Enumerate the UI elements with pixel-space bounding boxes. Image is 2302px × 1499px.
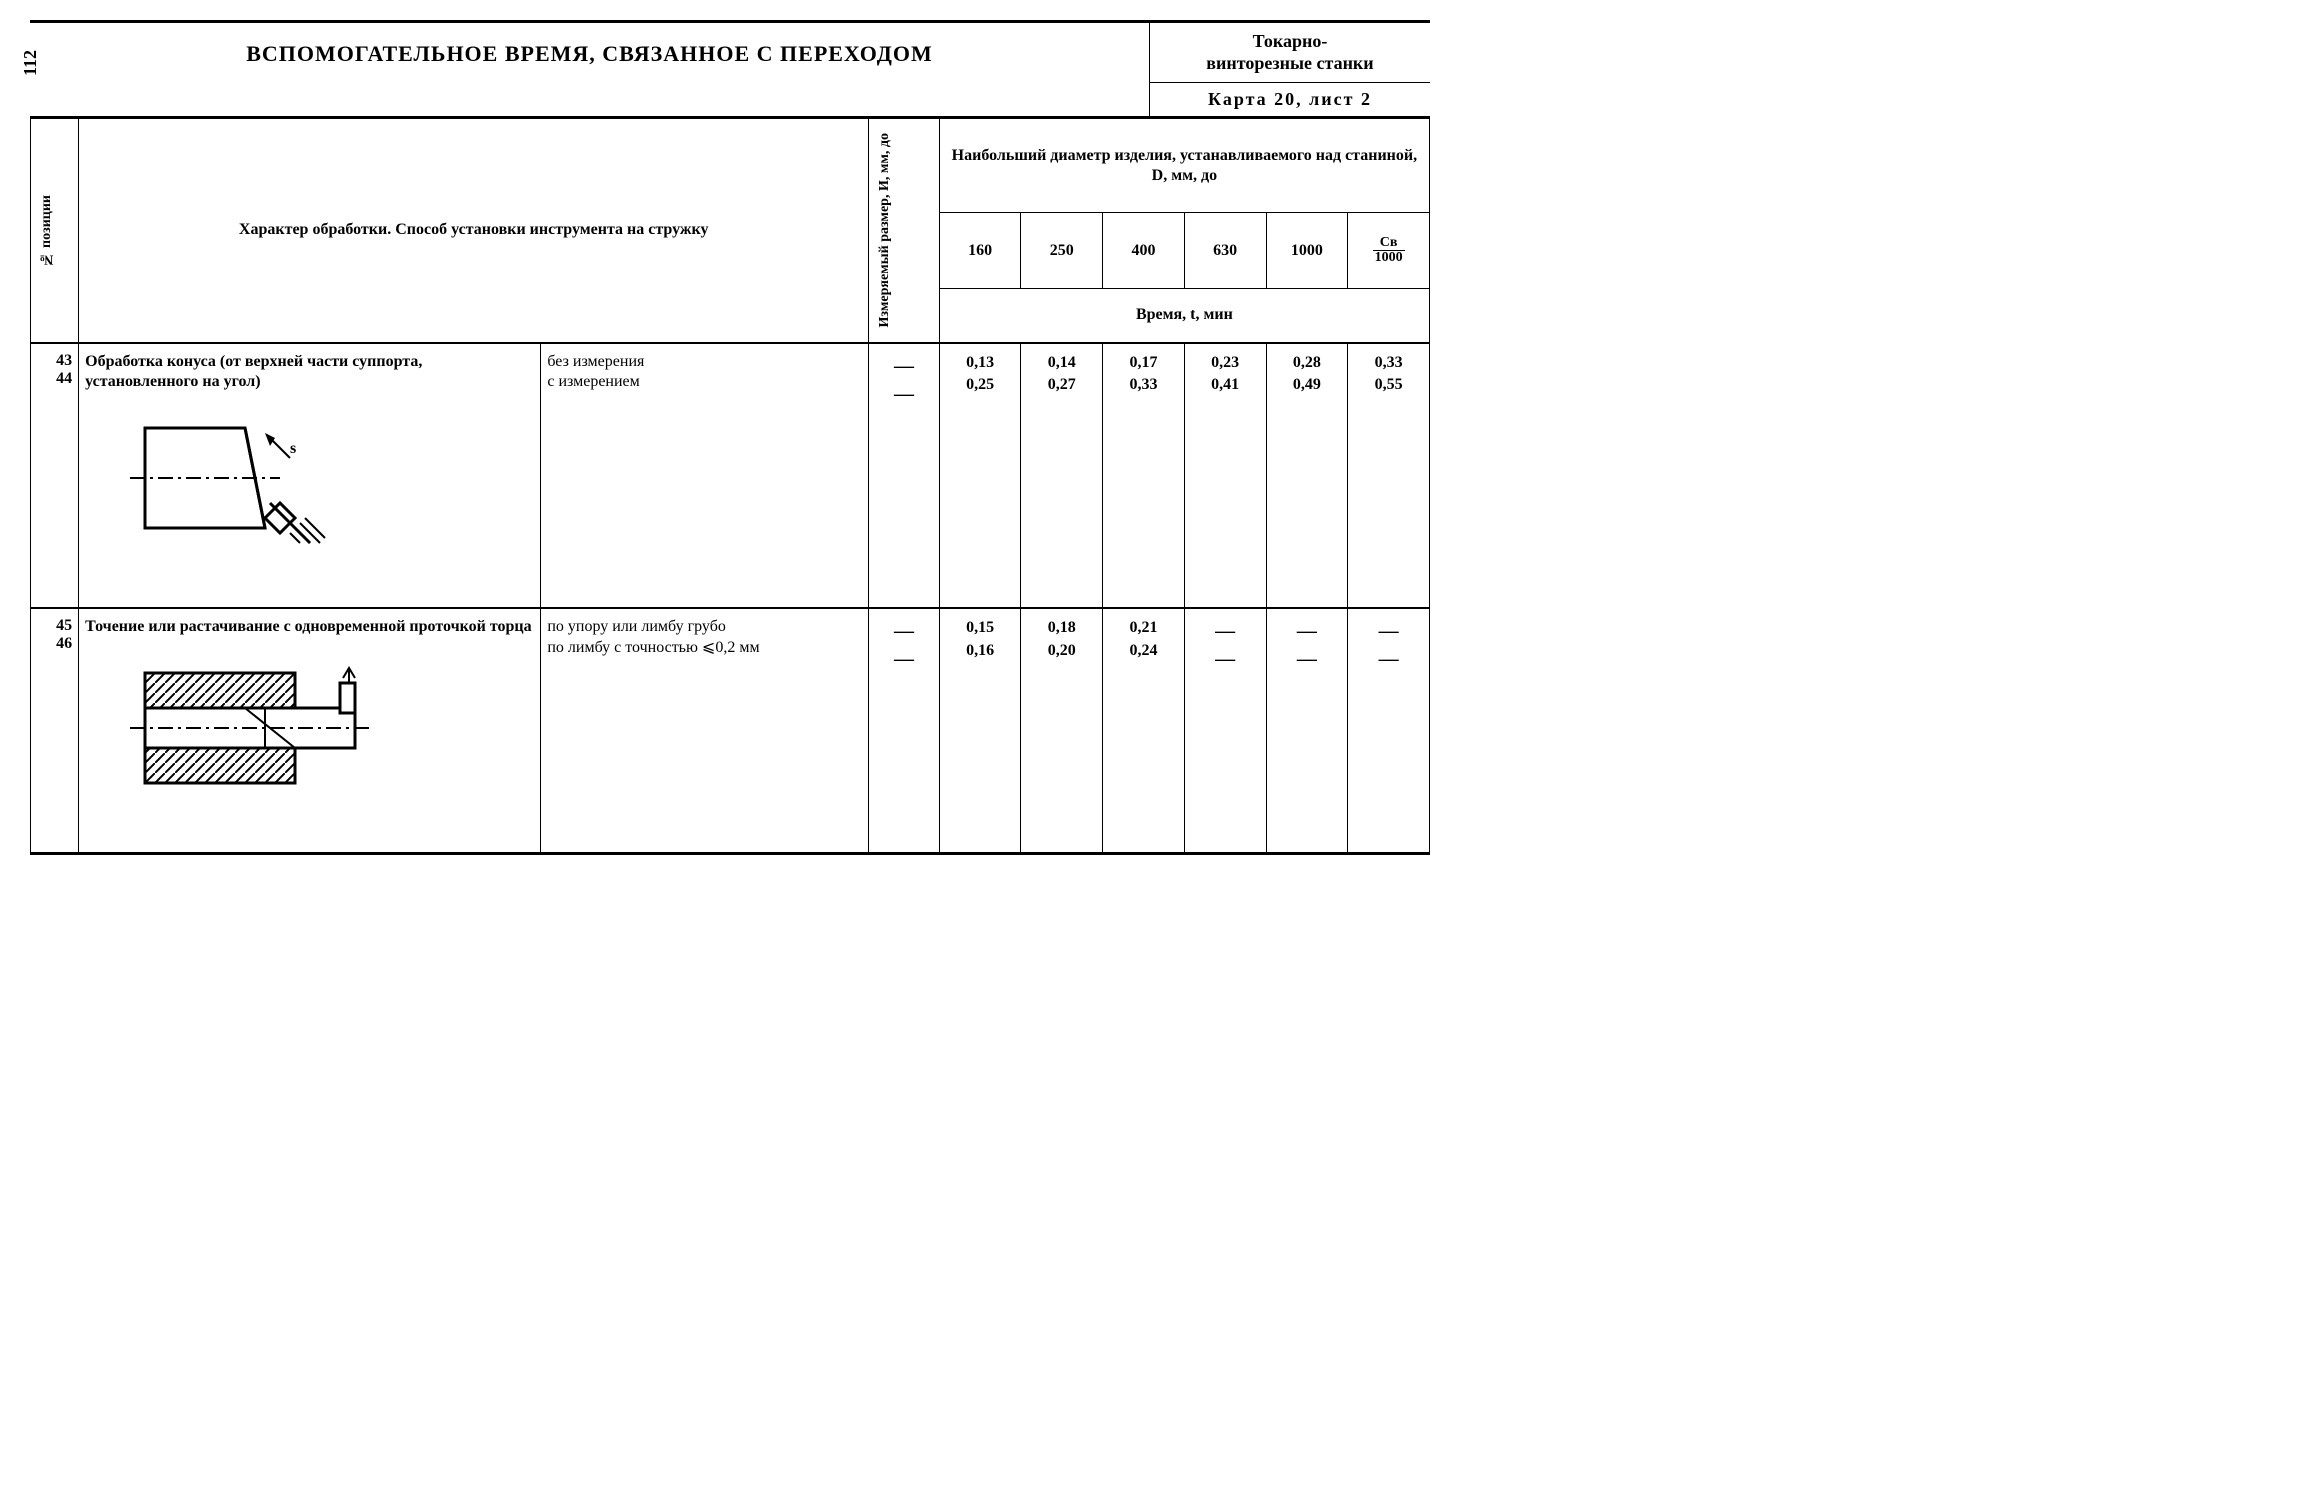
sv-value: 1000 (1373, 251, 1405, 265)
measure-label: Измеряемый размер, И, мм, до (875, 123, 894, 337)
position-label: № позиции (37, 185, 56, 276)
cone-diagram-svg: s (115, 408, 375, 578)
val-43-250: 0,14 0,27 (1021, 343, 1103, 609)
card-info: Карта 20, лист 2 (1150, 83, 1430, 116)
machine-type-line2: винторезные станки (1206, 53, 1373, 73)
measure-45-46: — — (869, 608, 940, 853)
position-cell-45-46: 45 46 (31, 608, 79, 853)
val-45-sv1000: — — (1348, 608, 1430, 853)
diameter-1000: 1000 (1266, 212, 1348, 288)
measure-43-44: — — (869, 343, 940, 609)
val-45-400: 0,21 0,24 (1103, 608, 1185, 853)
val-45-630: — — (1184, 608, 1266, 853)
diameter-630: 630 (1184, 212, 1266, 288)
diameter-160: 160 (939, 212, 1021, 288)
header-section: ВСПОМОГАТЕЛЬНОЕ ВРЕМЯ, СВЯЗАННОЕ С ПЕРЕХ… (30, 20, 1430, 116)
main-title: ВСПОМОГАТЕЛЬНОЕ ВРЕМЯ, СВЯЗАННОЕ С ПЕРЕХ… (30, 23, 1150, 116)
diameter-250: 250 (1021, 212, 1103, 288)
diagram-turning (85, 638, 534, 848)
svg-text:s: s (290, 440, 296, 457)
page-number: 112 (20, 50, 41, 76)
machine-type-line1: Токарно- (1253, 31, 1328, 51)
diameter-header: Наибольший диаметр изделия, устанавливае… (939, 118, 1429, 213)
right-header: Токарно- винторезные станки Карта 20, ли… (1150, 23, 1430, 116)
col-measure-header: Измеряемый размер, И, мм, до (869, 118, 940, 343)
diagram-cone: s (85, 393, 534, 603)
diameter-400: 400 (1103, 212, 1185, 288)
val-43-630: 0,23 0,41 (1184, 343, 1266, 609)
val-43-1000: 0,28 0,49 (1266, 343, 1348, 609)
val-45-250: 0,18 0,20 (1021, 608, 1103, 853)
val-45-160: 0,15 0,16 (939, 608, 1021, 853)
machine-type: Токарно- винторезные станки (1150, 23, 1430, 83)
description-45-46: Точение или растачивание с одновременной… (79, 608, 541, 853)
page-container: 112 ВСПОМОГАТЕЛЬНОЕ ВРЕМЯ, СВЯЗАННОЕ С П… (30, 20, 1430, 855)
method-43-44: без измерения с измерением (541, 343, 869, 609)
sv-label: Св (1373, 236, 1405, 251)
position-cell-43-44: 43 44 (31, 343, 79, 609)
val-45-1000: — — (1266, 608, 1348, 853)
table-row-43-44: 43 44 Обработка конуса (от верхней части… (31, 343, 1430, 609)
col-position-header: № позиции (31, 118, 79, 343)
val-43-400: 0,17 0,33 (1103, 343, 1185, 609)
diameter-sv1000: Св 1000 (1348, 212, 1430, 288)
header-row-1: № позиции Характер обработки. Способ уст… (31, 118, 1430, 213)
main-table: № позиции Характер обработки. Способ уст… (30, 116, 1430, 855)
method-45-46: по упору или лимбу грубо по лимбу с точн… (541, 608, 869, 853)
turning-diagram-svg (115, 653, 395, 813)
time-label: Время, t, мин (939, 289, 1429, 343)
val-43-160: 0,13 0,25 (939, 343, 1021, 609)
table-row-45-46: 45 46 Точение или растачивание с одновре… (31, 608, 1430, 853)
col-description-header: Характер обработки. Способ установки инс… (79, 118, 869, 343)
val-43-sv1000: 0,33 0,55 (1348, 343, 1430, 609)
description-43-44: Обработка конуса (от верхней части суппо… (79, 343, 541, 609)
